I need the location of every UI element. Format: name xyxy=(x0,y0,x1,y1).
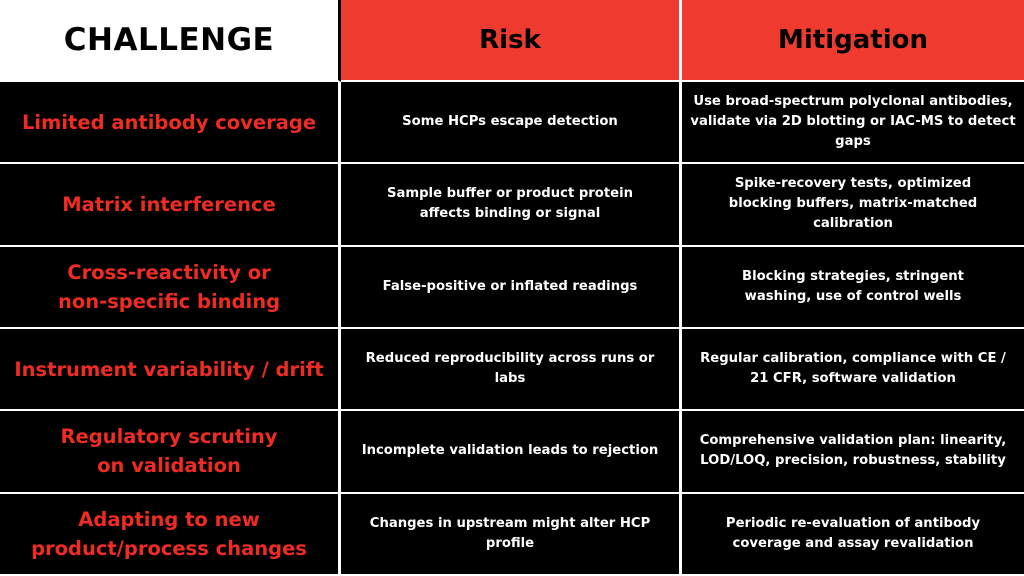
risk-cell: False-positive or inflated readings xyxy=(341,246,682,329)
header-risk: Risk xyxy=(341,0,682,82)
challenge-cell: Matrix interference xyxy=(0,164,341,247)
mitigation-cell: Periodic re-evaluation of antibody cover… xyxy=(682,493,1024,576)
challenge-cell: Cross-reactivity or non-specific binding xyxy=(0,246,341,329)
mitigation-cell: Comprehensive validation plan: linearity… xyxy=(682,411,1024,494)
risk-cell: Changes in upstream might alter HCP prof… xyxy=(341,493,682,576)
risk-cell: Some HCPs escape detection xyxy=(341,82,682,165)
header-challenge: CHALLENGE xyxy=(0,0,341,82)
challenge-cell: Instrument variability / drift xyxy=(0,328,341,412)
mitigation-cell: Blocking strategies, stringent washing, … xyxy=(682,246,1024,329)
challenge-cell: Limited antibody coverage xyxy=(0,82,341,165)
mitigation-cell: Spike-recovery tests, optimized blocking… xyxy=(682,164,1024,247)
mitigation-cell: Regular calibration, compliance with CE … xyxy=(682,328,1024,412)
mitigation-cell: Use broad-spectrum polyclonal antibodies… xyxy=(682,82,1024,165)
header-mitigation: Mitigation xyxy=(682,0,1024,82)
risk-cell: Reduced reproducibility across runs or l… xyxy=(341,328,682,412)
risk-cell: Sample buffer or product protein affects… xyxy=(341,164,682,247)
risk-cell: Incomplete validation leads to rejection xyxy=(341,411,682,494)
challenge-cell: Regulatory scrutiny on validation xyxy=(0,411,341,494)
challenge-cell: Adapting to new product/process changes xyxy=(0,493,341,576)
